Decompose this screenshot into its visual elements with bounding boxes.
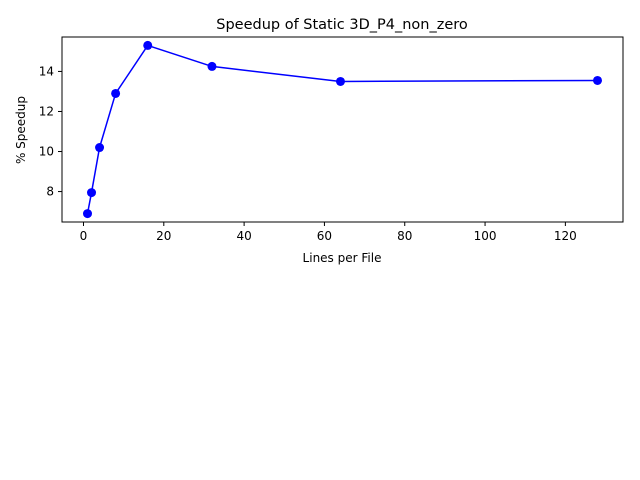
data-point bbox=[143, 40, 153, 50]
y-axis-label: % Speedup bbox=[14, 96, 28, 164]
x-tick-label: 120 bbox=[554, 229, 577, 243]
x-tick-label: 40 bbox=[236, 229, 251, 243]
data-series bbox=[83, 40, 602, 219]
x-tick-label: 0 bbox=[80, 229, 88, 243]
plot-area-frame bbox=[61, 36, 624, 223]
x-axis-label: Lines per File bbox=[303, 251, 382, 265]
x-axis-ticks: 0 20 40 60 80 100 120 bbox=[80, 222, 577, 243]
x-tick-label: 80 bbox=[397, 229, 412, 243]
x-tick-label: 60 bbox=[317, 229, 332, 243]
y-tick-label: 12 bbox=[39, 104, 54, 118]
data-point bbox=[593, 75, 602, 85]
y-axis-ticks: 8 10 12 14 bbox=[39, 64, 62, 199]
data-point bbox=[87, 188, 97, 198]
data-point bbox=[83, 209, 92, 219]
data-point bbox=[111, 88, 121, 98]
data-point bbox=[335, 76, 345, 86]
chart-title: Speedup of Static 3D_P4_non_zero bbox=[216, 17, 468, 33]
data-point bbox=[95, 143, 105, 153]
y-tick-label: 14 bbox=[39, 64, 54, 78]
data-point bbox=[207, 61, 217, 71]
series-line bbox=[86, 44, 598, 214]
y-tick-label: 10 bbox=[39, 145, 54, 159]
x-tick-label: 20 bbox=[156, 229, 171, 243]
y-tick-label: 8 bbox=[46, 185, 54, 199]
x-tick-label: 100 bbox=[474, 229, 497, 243]
